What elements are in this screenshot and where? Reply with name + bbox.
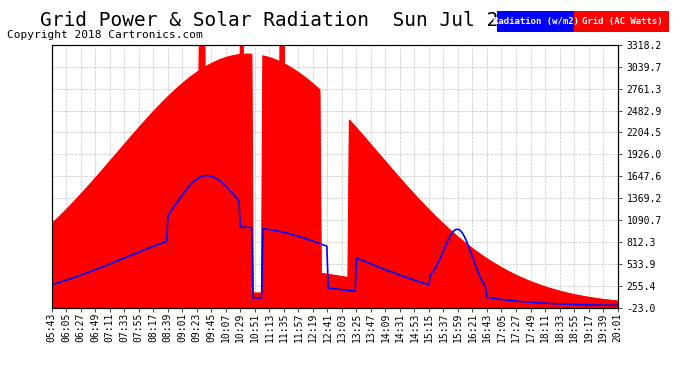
Text: Grid (AC Watts): Grid (AC Watts)	[582, 17, 662, 26]
Text: Radiation (w/m2): Radiation (w/m2)	[493, 17, 579, 26]
Text: Copyright 2018 Cartronics.com: Copyright 2018 Cartronics.com	[7, 30, 203, 40]
Text: Grid Power & Solar Radiation  Sun Jul 29 20:11: Grid Power & Solar Radiation Sun Jul 29 …	[40, 11, 581, 30]
